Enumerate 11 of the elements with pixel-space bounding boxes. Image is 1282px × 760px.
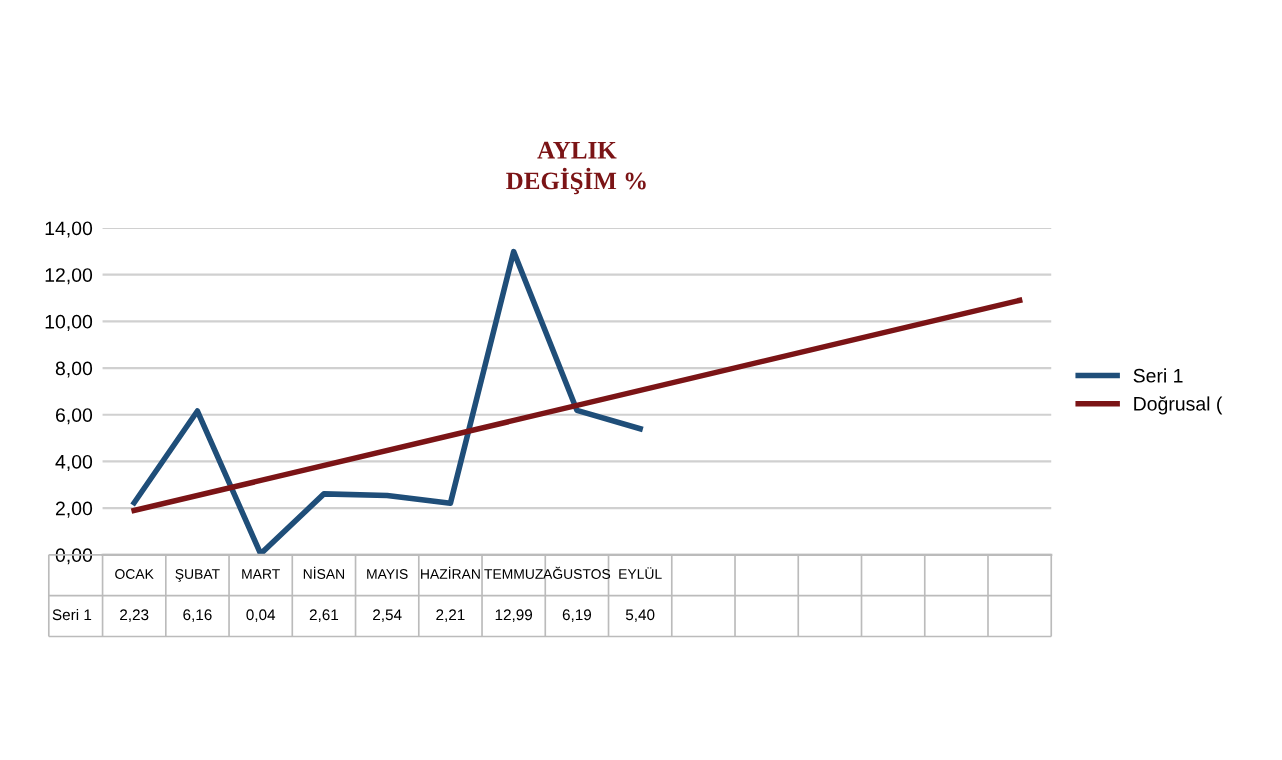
- y-tick-label: 6,00: [55, 408, 93, 425]
- y-tick-label: 14,00: [45, 221, 93, 238]
- y-tick-label: 10,00: [45, 314, 93, 331]
- y-tick-label: 2,00: [55, 501, 93, 518]
- chart-title: AYLIK DEGİŞİM %: [506, 141, 646, 195]
- y-tick-label: 12,00: [45, 268, 93, 285]
- line-series: [131, 248, 643, 555]
- legend-label: Doğrusal (: [1134, 396, 1223, 415]
- legend-label: Seri 1: [1133, 368, 1183, 383]
- y-tick-label: 8,00: [55, 361, 93, 378]
- y-tick-label: 4,00: [55, 454, 93, 471]
